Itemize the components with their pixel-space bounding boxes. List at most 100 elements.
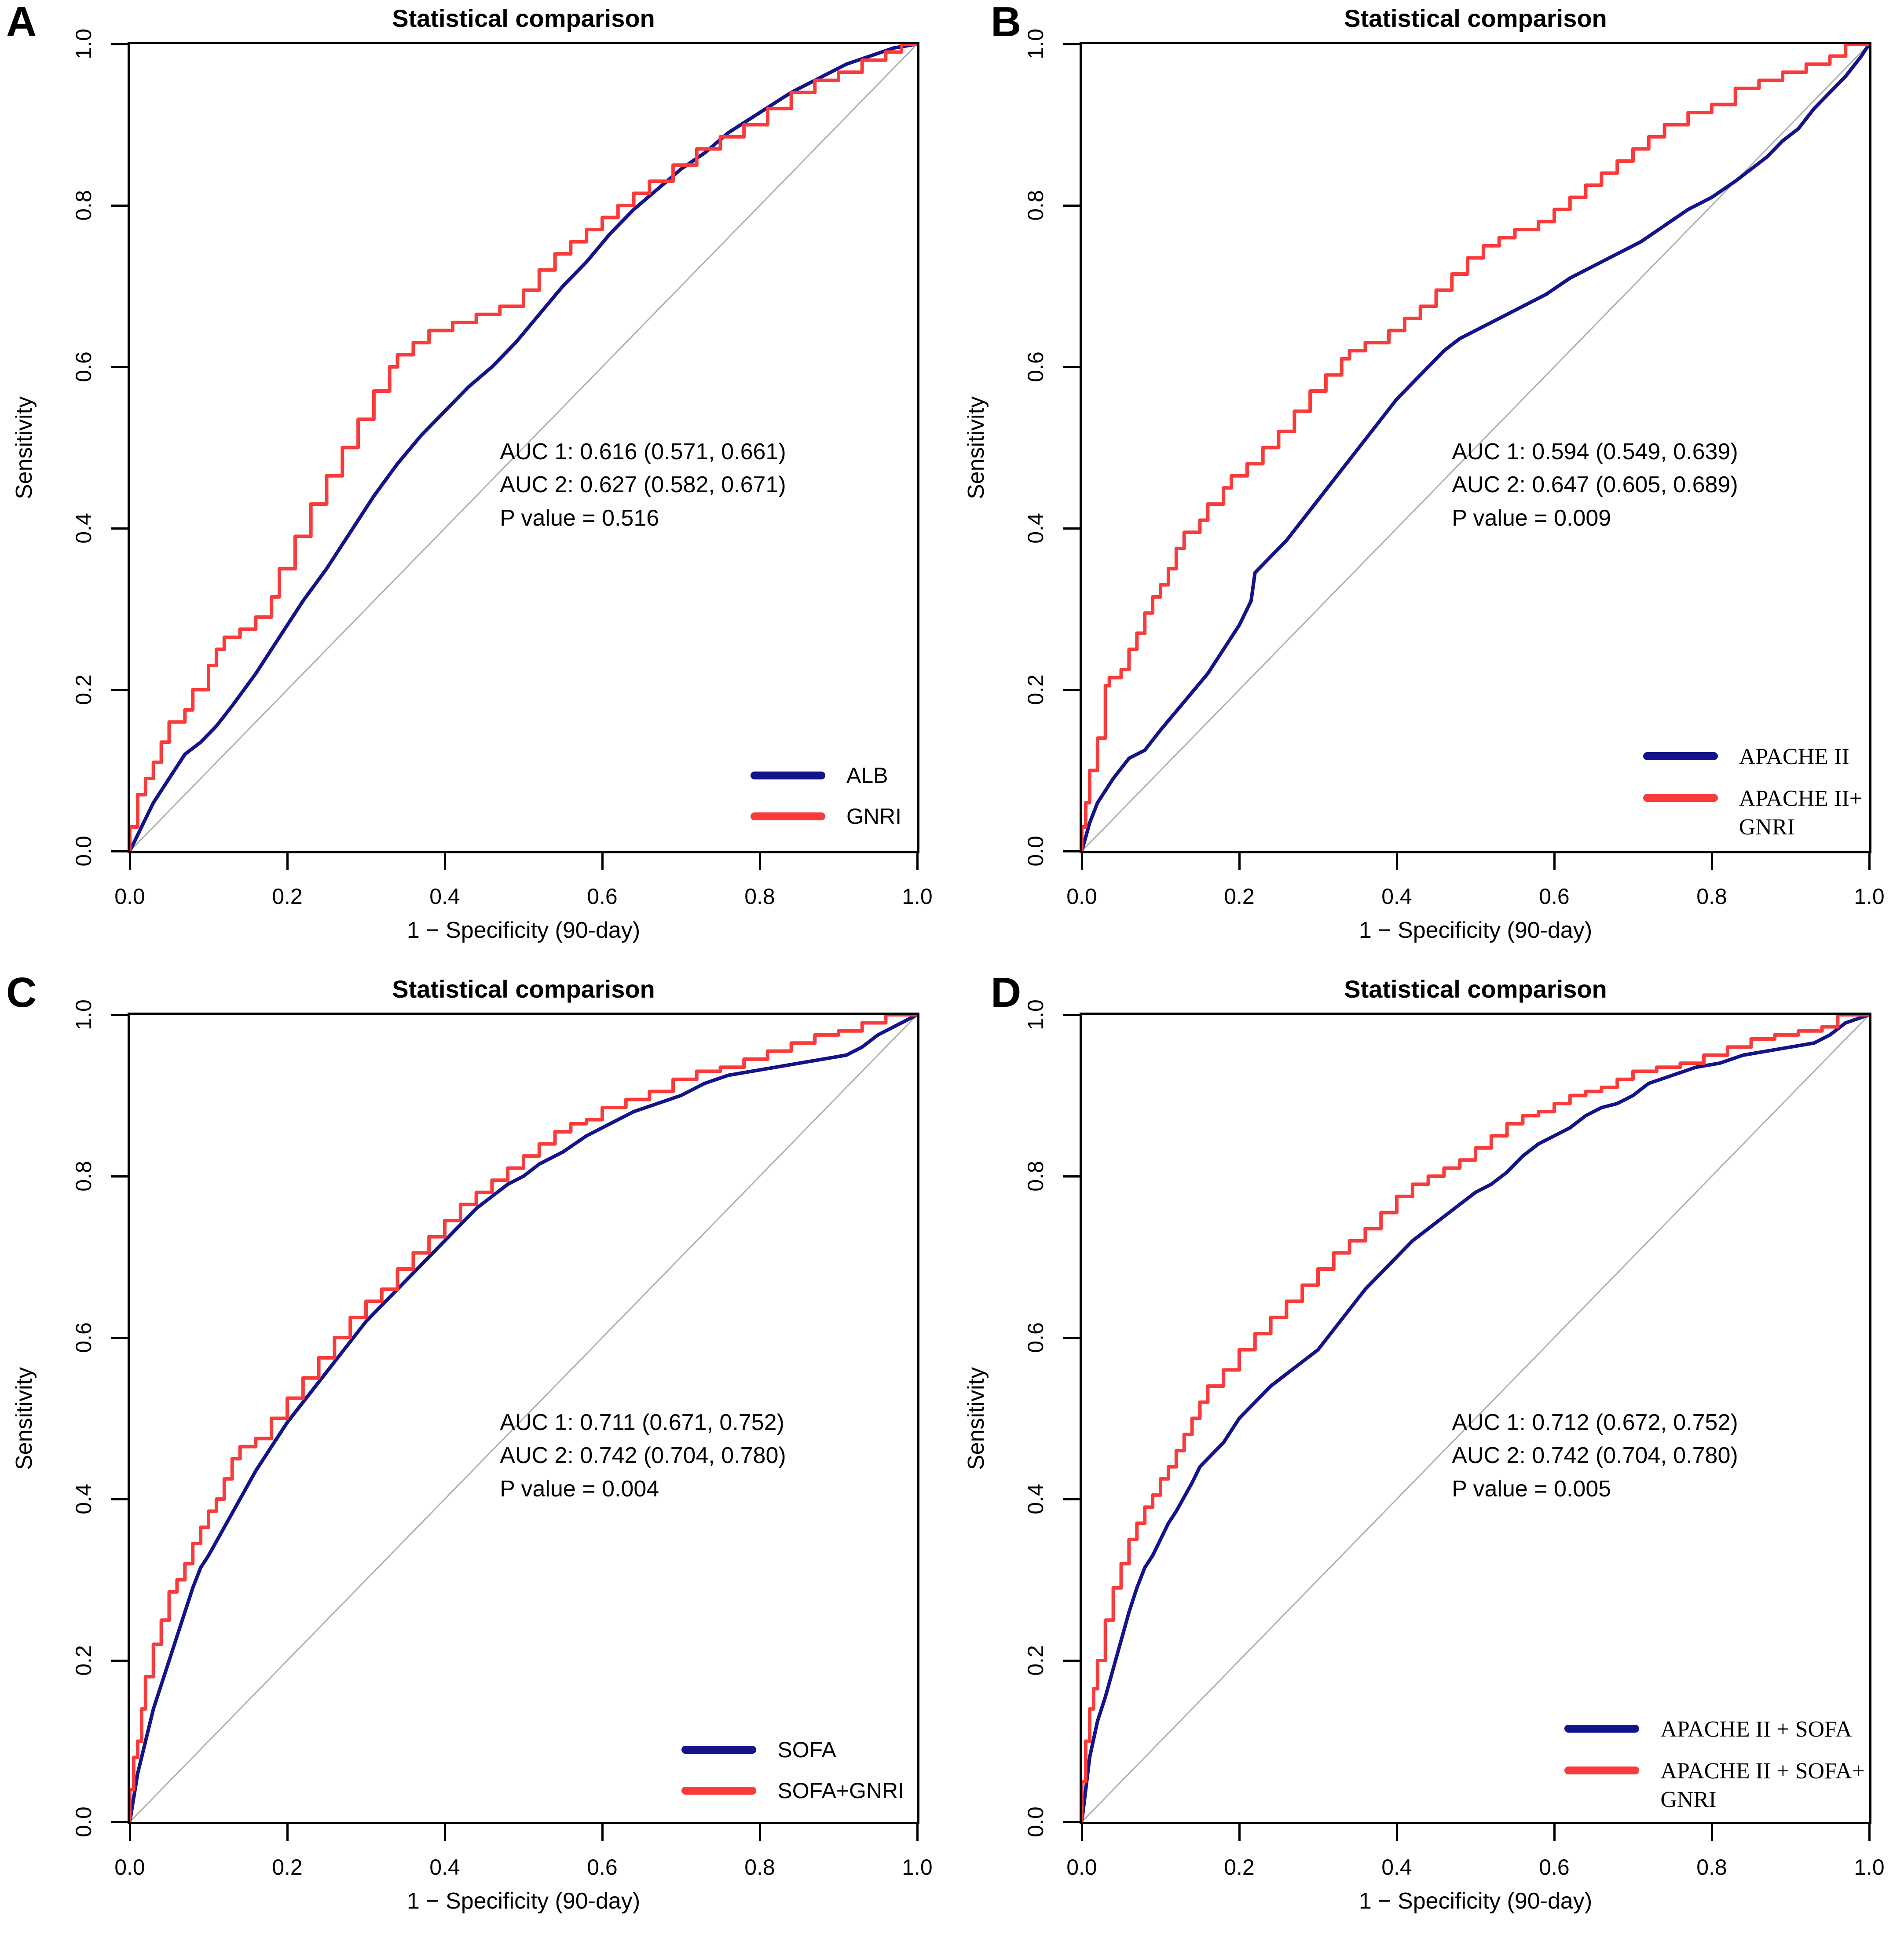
auc1-text: AUC 1: 0.712 (0.672, 0.752) (1452, 1409, 1738, 1435)
x-tick-label: 0.4 (429, 884, 460, 909)
y-tick-label: 0.8 (1023, 190, 1048, 221)
x-tick-mark (758, 853, 761, 870)
y-tick-label: 0.6 (1023, 351, 1048, 382)
legend-label: ALB (846, 763, 888, 788)
x-tick-mark (916, 853, 919, 870)
panel-label-c: C (6, 969, 37, 1016)
x-tick-mark (1710, 1824, 1713, 1841)
x-tick-label: 0.4 (429, 1855, 460, 1880)
legend-line-swatch-navy (681, 1746, 757, 1754)
pvalue-text: P value = 0.009 (1452, 505, 1611, 531)
y-tick-label: 0.0 (1023, 1807, 1048, 1837)
x-tick-label: 0.2 (272, 1855, 303, 1880)
x-tick-mark (1395, 853, 1398, 870)
y-tick-mark (111, 527, 128, 530)
legend-item: GNRI (751, 803, 901, 830)
plot-title-d: Statistical comparison (1344, 975, 1607, 1003)
y-tick-label: 0.4 (71, 513, 96, 544)
auc1-text: AUC 1: 0.594 (0.549, 0.639) (1452, 439, 1738, 464)
auc-annotation-c: AUC 1: 0.711 (0.671, 0.752) AUC 2: 0.742… (500, 1406, 786, 1506)
x-tick-label: 0.8 (744, 1855, 775, 1880)
roc-curve-apache-ii-sofa (1082, 1015, 1869, 1822)
diagonal-reference-line (130, 44, 917, 851)
panel-label-d: D (991, 969, 1022, 1016)
panel-b: B Statistical comparison AUC 1: 0.594 (0… (952, 0, 1904, 971)
y-tick-mark (111, 1336, 128, 1339)
legend-c: SOFA SOFA+GNRI (681, 1736, 904, 1804)
legend-line-swatch-navy (1564, 1725, 1640, 1733)
y-tick-mark (111, 1013, 128, 1016)
x-tick-mark (1238, 1824, 1241, 1841)
legend-label: APACHE II+ GNRI (1739, 786, 1862, 840)
x-tick-mark (1553, 853, 1556, 870)
x-axis-label-b: 1 − Specificity (90-day) (1358, 918, 1593, 943)
x-tick-mark (1238, 853, 1241, 870)
x-tick-label: 0.8 (744, 884, 775, 909)
plot-area-a: AUC 1: 0.616 (0.571, 0.661) AUC 2: 0.627… (11, 29, 933, 943)
plot-title-a: Statistical comparison (392, 4, 655, 32)
auc2-text: AUC 2: 0.627 (0.582, 0.671) (500, 472, 786, 498)
y-axis-label-c: Sensitivity (11, 1367, 37, 1470)
x-tick-label: 0.4 (1381, 884, 1412, 909)
y-tick-mark (1063, 366, 1080, 368)
y-tick-label: 0.0 (71, 836, 96, 867)
auc-annotation-d: AUC 1: 0.712 (0.672, 0.752) AUC 2: 0.742… (1452, 1406, 1738, 1506)
y-tick-label: 1.0 (1023, 29, 1048, 59)
pvalue-text: P value = 0.005 (1452, 1476, 1611, 1502)
x-tick-mark (601, 1824, 604, 1841)
x-tick-label: 0.8 (1696, 1855, 1727, 1880)
x-tick-mark (1395, 1824, 1398, 1841)
plot-title-c: Statistical comparison (392, 975, 655, 1003)
roc-curve-apache-ii (1082, 44, 1869, 851)
auc2-text: AUC 2: 0.742 (0.704, 0.780) (500, 1443, 786, 1469)
x-axis-label-a: 1 − Specificity (90-day) (406, 918, 641, 943)
roc-curve-gnri (130, 44, 917, 851)
y-tick-label: 0.0 (1023, 836, 1048, 867)
y-tick-label: 0.6 (71, 1322, 96, 1353)
plot-area-c: AUC 1: 0.711 (0.671, 0.752) AUC 2: 0.742… (11, 999, 933, 1914)
roc-curve-sofa (130, 1015, 917, 1822)
y-tick-label: 0.8 (1023, 1161, 1048, 1192)
legend-label: APACHE II + SOFA (1660, 1717, 1852, 1742)
x-tick-label: 0.2 (1224, 1855, 1255, 1880)
diagonal-reference-line (130, 1015, 917, 1822)
x-tick-label: 0.0 (114, 884, 145, 909)
y-tick-mark (111, 1659, 128, 1662)
panel-c: C Statistical comparison AUC 1: 0.711 (0… (0, 971, 952, 1942)
x-tick-mark (601, 853, 604, 870)
legend-label: GNRI (846, 804, 901, 829)
y-tick-mark (1063, 527, 1080, 530)
y-tick-mark (1063, 1336, 1080, 1339)
roc-curve-sofa-gnri (130, 1015, 917, 1822)
roc-curve-alb (130, 44, 917, 851)
legend-b: APACHE II APACHE II+ GNRI (1643, 742, 1862, 841)
legend-line-swatch-red (1643, 794, 1718, 802)
legend-item: APACHE II (1643, 742, 1862, 771)
x-tick-mark (286, 853, 289, 870)
pvalue-text: P value = 0.516 (500, 505, 659, 531)
panel-a: A Statistical comparison AUC 1: 0.616 (0… (0, 0, 952, 971)
legend-label: SOFA (777, 1737, 836, 1762)
y-tick-label: 0.0 (71, 1807, 96, 1837)
x-tick-mark (1868, 853, 1871, 870)
legend-label: APACHE II + SOFA+ GNRI (1660, 1759, 1865, 1812)
x-tick-label: 1.0 (1854, 1855, 1885, 1880)
y-tick-mark (1063, 688, 1080, 691)
y-tick-label: 0.6 (71, 351, 96, 382)
auc1-text: AUC 1: 0.711 (0.671, 0.752) (500, 1409, 784, 1435)
legend-a: ALB GNRI (751, 762, 901, 830)
x-tick-mark (1710, 853, 1713, 870)
x-tick-mark (443, 1824, 446, 1841)
y-tick-label: 1.0 (1023, 999, 1048, 1030)
y-tick-label: 1.0 (71, 29, 96, 59)
legend-item: APACHE II+ GNRI (1643, 784, 1862, 841)
roc-curve-apache-ii-sofa-gnri (1082, 1015, 1869, 1822)
y-tick-label: 0.6 (1023, 1322, 1048, 1353)
auc2-text: AUC 2: 0.742 (0.704, 0.780) (1452, 1443, 1738, 1469)
y-tick-mark (111, 1175, 128, 1178)
legend-item: SOFA (681, 1736, 904, 1764)
y-tick-mark (1063, 1013, 1080, 1016)
panel-label-b: B (991, 0, 1022, 45)
y-tick-mark (111, 366, 128, 368)
